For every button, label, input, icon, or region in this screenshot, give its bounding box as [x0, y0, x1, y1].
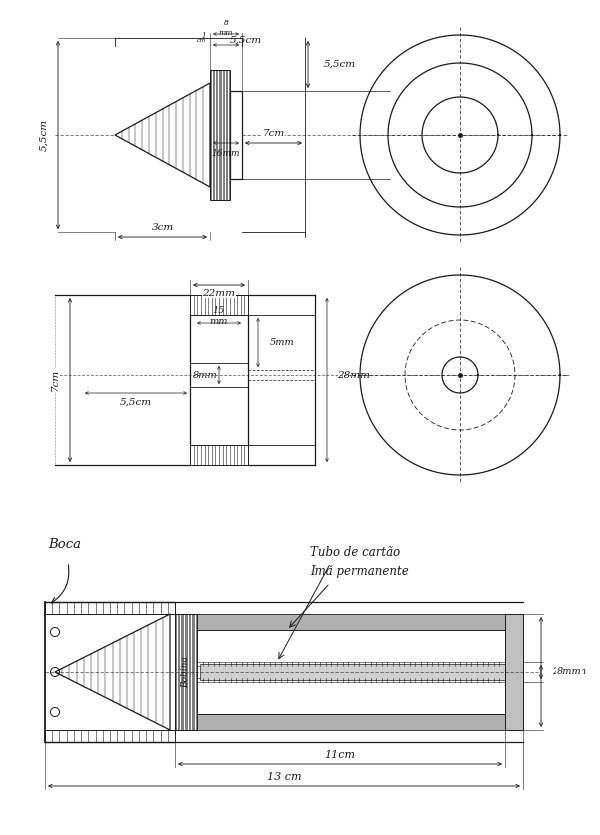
Text: 7cm: 7cm	[50, 369, 59, 391]
Bar	[230, 91, 242, 179]
Text: Boca: Boca	[48, 539, 81, 551]
Bar	[45, 730, 175, 742]
Text: cm: cm	[197, 38, 206, 43]
Bar	[45, 602, 175, 614]
Bar	[175, 614, 197, 730]
Text: 13 cm: 13 cm	[267, 772, 301, 782]
Bar	[190, 295, 248, 315]
Bar	[197, 714, 505, 730]
Text: 5mm: 5mm	[270, 338, 295, 347]
Text: 8
mm: 8 mm	[219, 19, 233, 37]
Text: 5,5cm: 5,5cm	[120, 397, 152, 407]
Text: Bobina: Bobina	[182, 656, 191, 688]
Text: 7cm: 7cm	[262, 129, 284, 139]
Bar	[190, 445, 248, 465]
Text: Tubo de cartão: Tubo de cartão	[310, 546, 400, 559]
Bar	[505, 614, 523, 730]
Bar	[200, 664, 505, 680]
Text: 28 mm: 28 mm	[552, 667, 586, 676]
Text: 5,5cm: 5,5cm	[324, 60, 356, 69]
Text: 5,5cm: 5,5cm	[230, 36, 262, 44]
Text: 1: 1	[202, 32, 206, 40]
Text: 15
mm: 15 mm	[210, 306, 228, 326]
Text: 8mm: 8mm	[557, 667, 581, 676]
Bar	[197, 662, 505, 666]
Text: 5,5cm: 5,5cm	[40, 119, 49, 151]
Bar	[210, 70, 230, 200]
Text: 16mm: 16mm	[212, 149, 240, 158]
Text: Imã permanente: Imã permanente	[310, 565, 409, 579]
Text: 8mm: 8mm	[193, 371, 217, 379]
Text: 11cm: 11cm	[325, 750, 355, 760]
Bar	[197, 678, 505, 682]
Text: 22mm: 22mm	[203, 289, 235, 297]
Text: 3cm: 3cm	[151, 224, 173, 232]
Text: 28mm: 28mm	[337, 371, 370, 379]
Bar	[197, 614, 505, 630]
